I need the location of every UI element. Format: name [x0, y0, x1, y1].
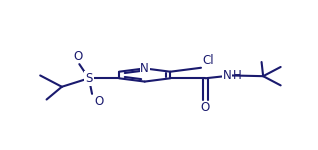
Text: O: O: [73, 50, 82, 63]
Text: S: S: [85, 72, 93, 85]
Text: O: O: [201, 101, 210, 114]
Text: N: N: [223, 69, 232, 82]
Text: Cl: Cl: [203, 54, 214, 67]
Text: N: N: [140, 62, 149, 75]
Text: H: H: [233, 69, 241, 82]
Text: O: O: [94, 94, 104, 108]
